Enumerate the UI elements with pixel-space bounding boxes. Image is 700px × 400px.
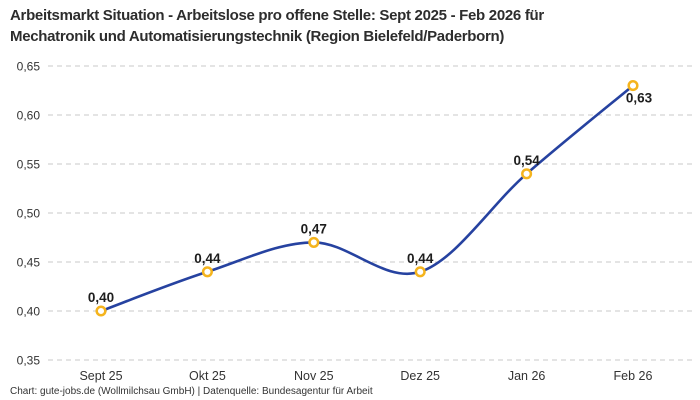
data-point-marker <box>95 305 107 317</box>
x-axis-tick-label: Okt 25 <box>189 369 226 383</box>
y-axis-tick-label: 0,60 <box>17 109 41 123</box>
chart-title: Arbeitsmarkt Situation - Arbeitslose pro… <box>10 5 695 47</box>
x-axis-tick-label: Feb 26 <box>614 369 653 383</box>
y-axis-tick-label: 0,50 <box>17 207 41 221</box>
y-axis-tick-label: 0,55 <box>17 158 41 172</box>
x-axis-tick-label: Dez 25 <box>400 369 440 383</box>
data-point-marker <box>414 266 426 278</box>
y-axis-tick-label: 0,45 <box>17 256 41 270</box>
data-point-label: 0,47 <box>301 221 327 236</box>
data-point-label: 0,40 <box>88 290 114 305</box>
data-point-marker <box>308 236 320 248</box>
data-point-label: 0,63 <box>626 91 653 106</box>
y-axis-tick-label: 0,65 <box>17 60 41 74</box>
data-point-label: 0,44 <box>194 251 221 266</box>
data-point-label: 0,44 <box>407 251 434 266</box>
x-axis-tick-label: Nov 25 <box>294 369 334 383</box>
x-axis-tick-label: Jan 26 <box>508 369 546 383</box>
data-point-label: 0,54 <box>513 153 540 168</box>
data-point-marker <box>521 168 533 180</box>
trend-line <box>99 84 635 313</box>
chart-title-line1: Arbeitsmarkt Situation - Arbeitslose pro… <box>10 7 544 24</box>
data-point-marker <box>627 80 639 92</box>
y-axis-tick-label: 0,40 <box>17 305 41 319</box>
chart-attribution: Chart: gute-jobs.de (Wollmilchsau GmbH) … <box>10 386 373 397</box>
data-point-marker <box>201 266 213 278</box>
chart-title-line2: Mechatronik und Automatisierungstechnik … <box>10 28 505 45</box>
y-axis-tick-label: 0,35 <box>17 354 41 368</box>
x-axis-tick-label: Sept 25 <box>79 369 122 383</box>
